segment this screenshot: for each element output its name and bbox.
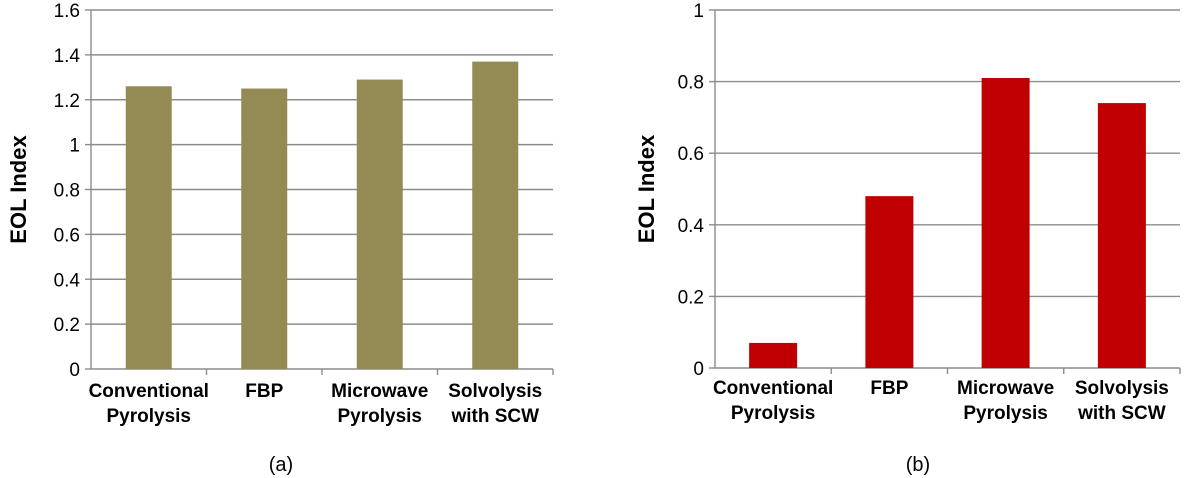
category-label-line: Pyrolysis bbox=[731, 403, 816, 424]
category-label-line: Pyrolysis bbox=[107, 406, 192, 427]
y-tick-label: 0.4 bbox=[54, 270, 81, 291]
category-label-line: with SCW bbox=[1077, 403, 1166, 424]
bar bbox=[356, 79, 403, 370]
category-label-line: Conventional bbox=[713, 378, 833, 399]
y-axis-label: EOL Index bbox=[6, 135, 31, 244]
category-label-line: FBP bbox=[870, 378, 908, 399]
y-tick-label: 1 bbox=[69, 136, 80, 157]
category-label-line: Conventional bbox=[89, 381, 209, 402]
y-tick-label: 0.8 bbox=[54, 181, 80, 202]
y-tick-label: 0.6 bbox=[678, 144, 704, 165]
category-label: Solvolysis with SCW bbox=[448, 381, 542, 427]
chart-a: 0 0.2 0.4 0.6 0.8 1 1.2 1.4 1.6 Conventional Pyrol… bbox=[6, 1, 554, 476]
y-tick-label: 0.6 bbox=[54, 225, 80, 246]
y-tick-label: 0 bbox=[69, 360, 80, 381]
category-label-line: Microwave bbox=[957, 378, 1054, 399]
category-label: Solvolysis with SCW bbox=[1075, 378, 1169, 424]
chart-caption: (a) bbox=[269, 454, 293, 476]
y-tick-label: 0.8 bbox=[678, 73, 704, 94]
y-tick-label: 0.2 bbox=[678, 287, 704, 308]
bar bbox=[472, 61, 519, 369]
y-tick-label: 0.2 bbox=[54, 315, 80, 336]
category-label: Microwave Pyrolysis bbox=[957, 378, 1054, 424]
category-label-line: Pyrolysis bbox=[338, 406, 423, 427]
category-label-line: Solvolysis bbox=[448, 381, 542, 402]
category-label-line: with SCW bbox=[450, 406, 539, 427]
chart-caption: (b) bbox=[906, 454, 930, 476]
category-label-line: Pyrolysis bbox=[963, 403, 1048, 424]
y-tick-label: 1.4 bbox=[54, 46, 81, 67]
bar bbox=[125, 86, 172, 369]
category-label: Conventional Pyrolysis bbox=[713, 378, 833, 424]
y-tick-label: 1.2 bbox=[54, 91, 80, 112]
bar bbox=[749, 342, 798, 368]
category-label: FBP bbox=[245, 381, 283, 402]
y-tick-label: 1 bbox=[693, 1, 704, 22]
bar bbox=[1097, 103, 1146, 368]
category-label-line: Solvolysis bbox=[1075, 378, 1169, 399]
category-label: Conventional Pyrolysis bbox=[89, 381, 209, 427]
category-label-line: Microwave bbox=[331, 381, 428, 402]
y-tick-label: 0 bbox=[693, 359, 704, 380]
y-tick-label: 0.4 bbox=[678, 216, 705, 237]
category-label: FBP bbox=[870, 378, 908, 399]
category-label: Microwave Pyrolysis bbox=[331, 381, 428, 427]
y-axis-label: EOL Index bbox=[634, 134, 659, 243]
y-tick-label: 1.6 bbox=[54, 1, 80, 22]
category-label-line: FBP bbox=[245, 381, 283, 402]
bar bbox=[241, 88, 288, 369]
chart-b: 0 0.2 0.4 0.6 0.8 1 Conventional Pyrolysis FBP Mi… bbox=[634, 1, 1181, 476]
bar bbox=[981, 78, 1030, 369]
bar bbox=[865, 196, 914, 368]
